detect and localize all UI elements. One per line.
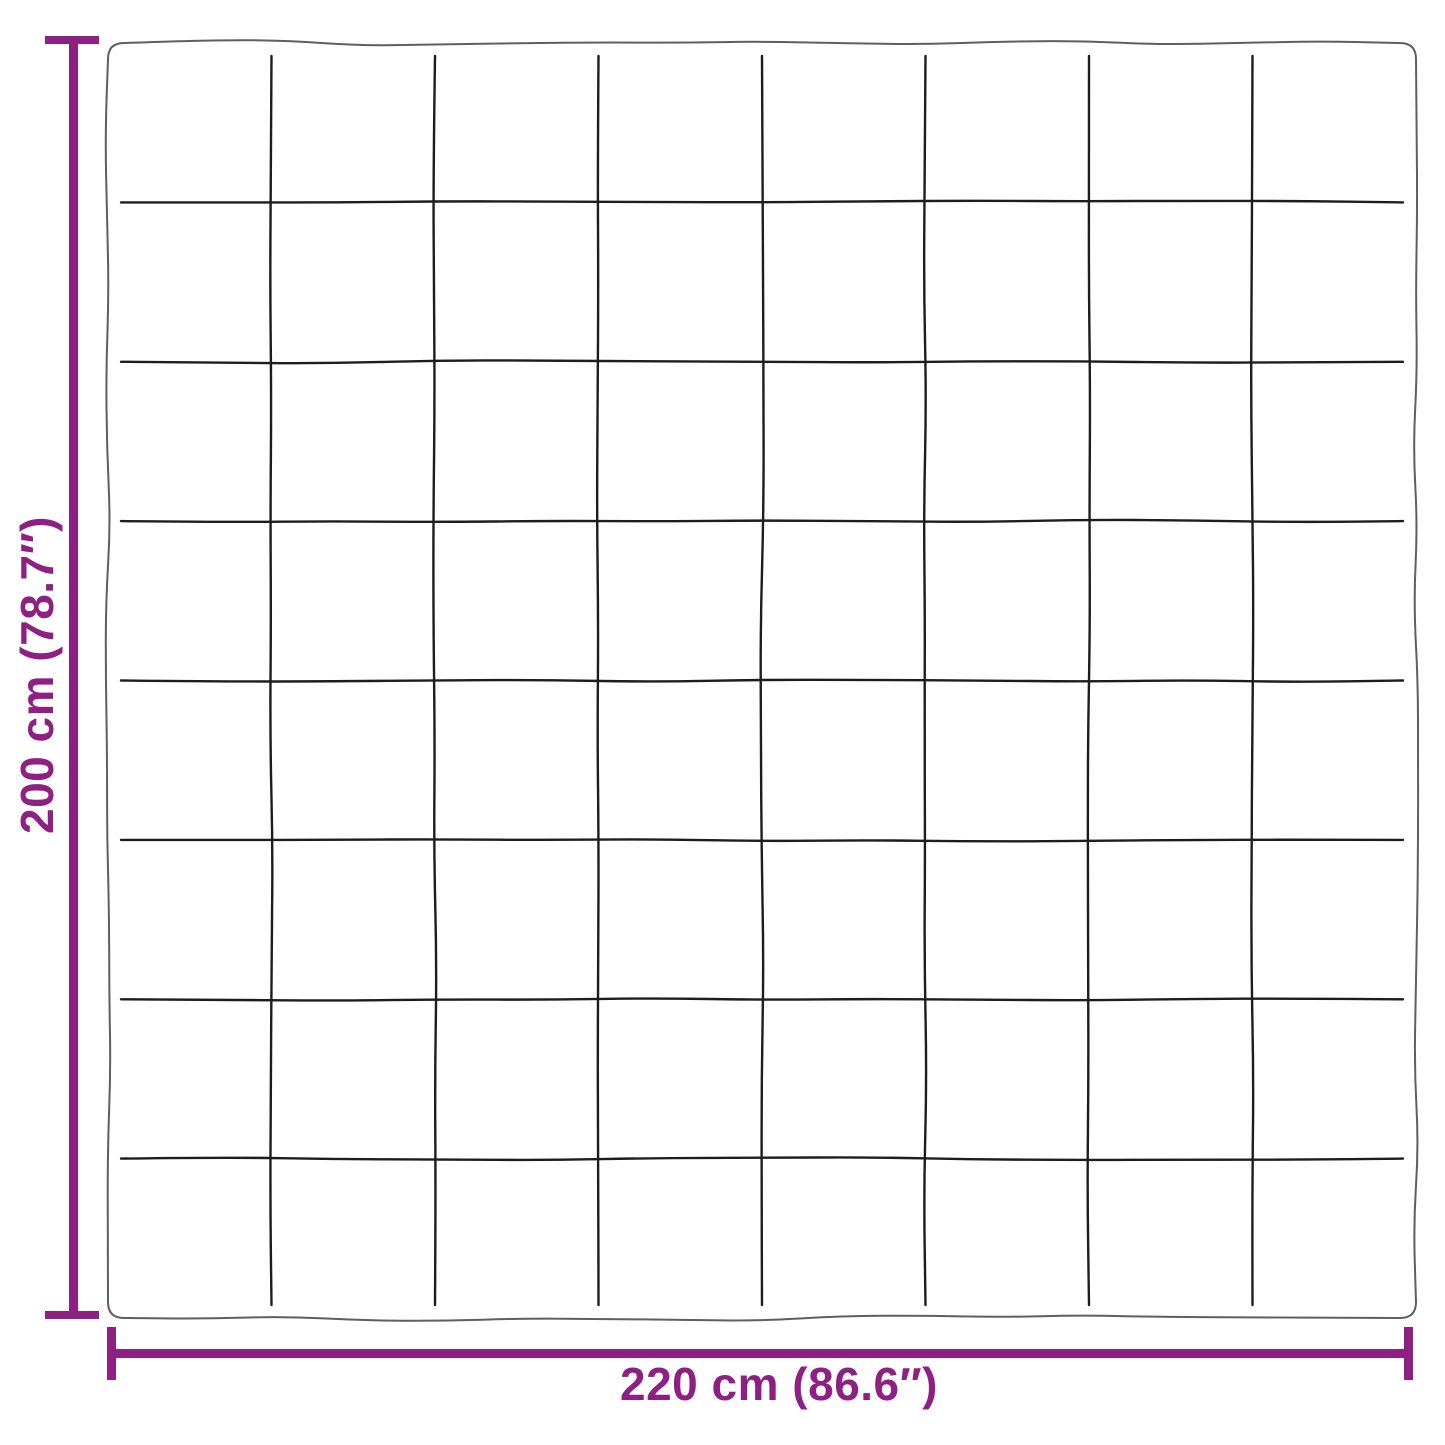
- height-dimension-line: [69, 36, 78, 1319]
- blanket-outline: [104, 39, 1420, 1322]
- width-dimension-cap-left: [107, 1327, 116, 1380]
- quilt-grid: [119, 54, 1405, 1307]
- width-dimension-line: [111, 1349, 1413, 1358]
- quilt-grid-hline: [119, 838, 1405, 843]
- height-dimension-label: 200 cm (78.7″): [11, 516, 63, 834]
- height-dimension-cap-bottom: [45, 1311, 99, 1319]
- quilt-grid-hline: [119, 678, 1405, 683]
- quilt-grid-hline: [119, 199, 1405, 204]
- width-dimension-cap-right: [1404, 1327, 1413, 1380]
- height-dimension-cap-top: [45, 36, 99, 44]
- quilt-grid-hline: [119, 518, 1405, 524]
- blanket-outline-path: [104, 39, 1420, 1322]
- quilt-grid-hline: [119, 997, 1405, 1002]
- width-dimension-label: 220 cm (86.6″): [620, 1358, 938, 1410]
- quilt-grid-hline: [119, 1156, 1405, 1162]
- quilt-grid-hline: [119, 359, 1405, 365]
